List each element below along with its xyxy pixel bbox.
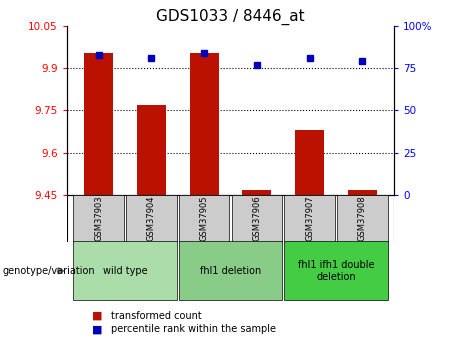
Bar: [337, 195, 388, 242]
Text: GSM37906: GSM37906: [252, 195, 261, 241]
Bar: [242, 190, 272, 195]
Bar: [189, 53, 219, 195]
Bar: [179, 241, 282, 300]
Text: GSM37904: GSM37904: [147, 196, 156, 241]
Bar: [73, 241, 177, 300]
Bar: [295, 130, 324, 195]
Text: genotype/variation: genotype/variation: [2, 266, 95, 276]
Text: fhl1 deletion: fhl1 deletion: [200, 266, 261, 276]
Text: ■: ■: [92, 325, 103, 334]
Bar: [126, 195, 177, 242]
Text: transformed count: transformed count: [111, 311, 201, 321]
Text: fhl1 ifh1 double
deletion: fhl1 ifh1 double deletion: [298, 260, 374, 282]
Bar: [73, 195, 124, 242]
Text: GSM37903: GSM37903: [94, 195, 103, 241]
Title: GDS1033 / 8446_at: GDS1033 / 8446_at: [156, 8, 305, 24]
Text: wild type: wild type: [103, 266, 147, 276]
Text: GSM37907: GSM37907: [305, 195, 314, 241]
Text: GSM37905: GSM37905: [200, 196, 209, 241]
Bar: [179, 195, 230, 242]
Bar: [348, 190, 377, 195]
Bar: [231, 195, 282, 242]
Text: GSM37908: GSM37908: [358, 195, 367, 241]
Text: percentile rank within the sample: percentile rank within the sample: [111, 325, 276, 334]
Bar: [84, 53, 113, 195]
Bar: [137, 105, 166, 195]
Bar: [284, 241, 388, 300]
Text: ■: ■: [92, 311, 103, 321]
Bar: [284, 195, 335, 242]
